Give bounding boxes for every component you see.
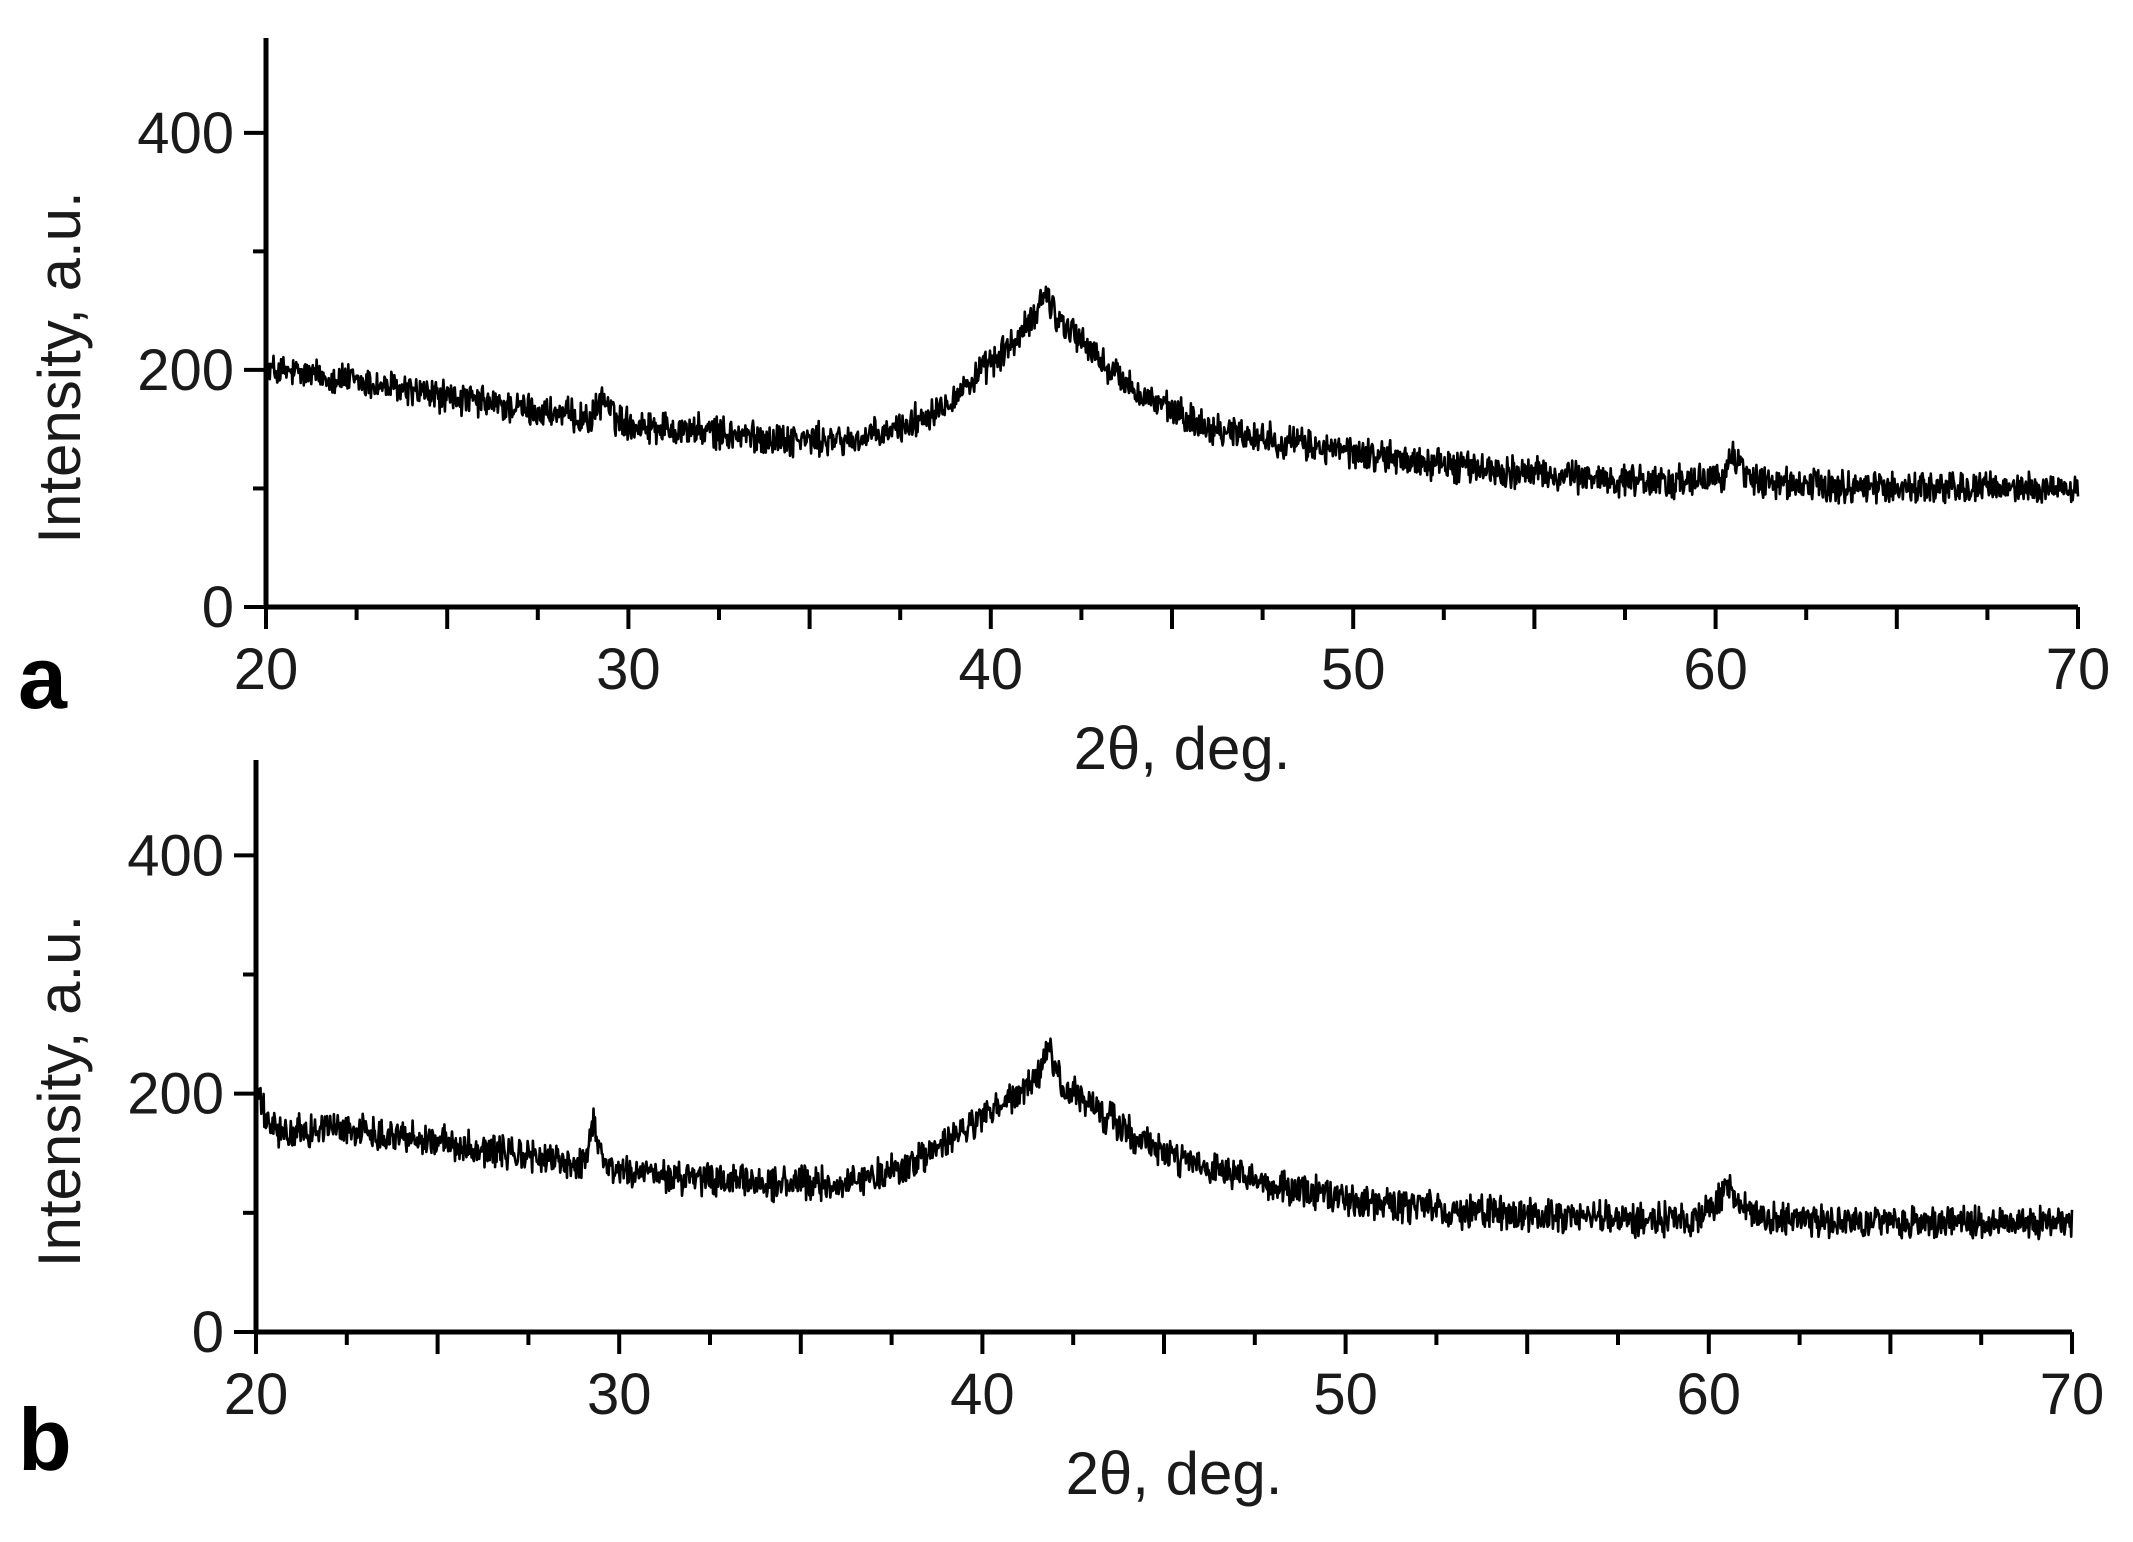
y-tick-label: 400 — [127, 823, 224, 888]
panel-b: 20 30 40 50 60 70 0 200 400 2θ, deg. Intensity, a.… — [18, 760, 2104, 1507]
x-tick-label: 60 — [1683, 637, 1748, 702]
series-line-a — [264, 285, 2080, 505]
y-axis-title: Intensity, a.u. — [26, 915, 93, 1267]
x-tick-label: 30 — [596, 637, 661, 702]
x-tick-label: 70 — [2040, 1362, 2105, 1427]
series-line-b — [254, 1037, 2074, 1241]
y-tick-label: 400 — [137, 101, 234, 166]
x-tick-label: 50 — [1321, 637, 1386, 702]
x-tick-label: 70 — [2046, 637, 2111, 702]
x-tick-label: 20 — [234, 637, 299, 702]
y-tick-label: 0 — [192, 1300, 224, 1365]
x-tick-label: 50 — [1313, 1362, 1378, 1427]
panel-letter: b — [18, 1390, 72, 1489]
y-tick-label: 200 — [127, 1062, 224, 1127]
x-axis-title: 2θ, deg. — [1074, 715, 1291, 782]
x-tick-label: 40 — [950, 1362, 1015, 1427]
x-axis-title: 2θ, deg. — [1066, 1440, 1283, 1507]
y-tick-label: 0 — [202, 575, 234, 640]
x-tick-label: 20 — [224, 1362, 289, 1427]
x-tick-label: 30 — [587, 1362, 652, 1427]
x-tick-label: 40 — [959, 637, 1024, 702]
y-axis-title: Intensity, a.u. — [26, 191, 93, 543]
panel-a: 20 30 40 50 60 70 0 200 400 2θ, deg. Intensity, a.… — [18, 38, 2110, 782]
panel-letter: a — [18, 628, 68, 727]
y-tick-label: 200 — [137, 338, 234, 403]
x-tick-label: 60 — [1677, 1362, 1742, 1427]
